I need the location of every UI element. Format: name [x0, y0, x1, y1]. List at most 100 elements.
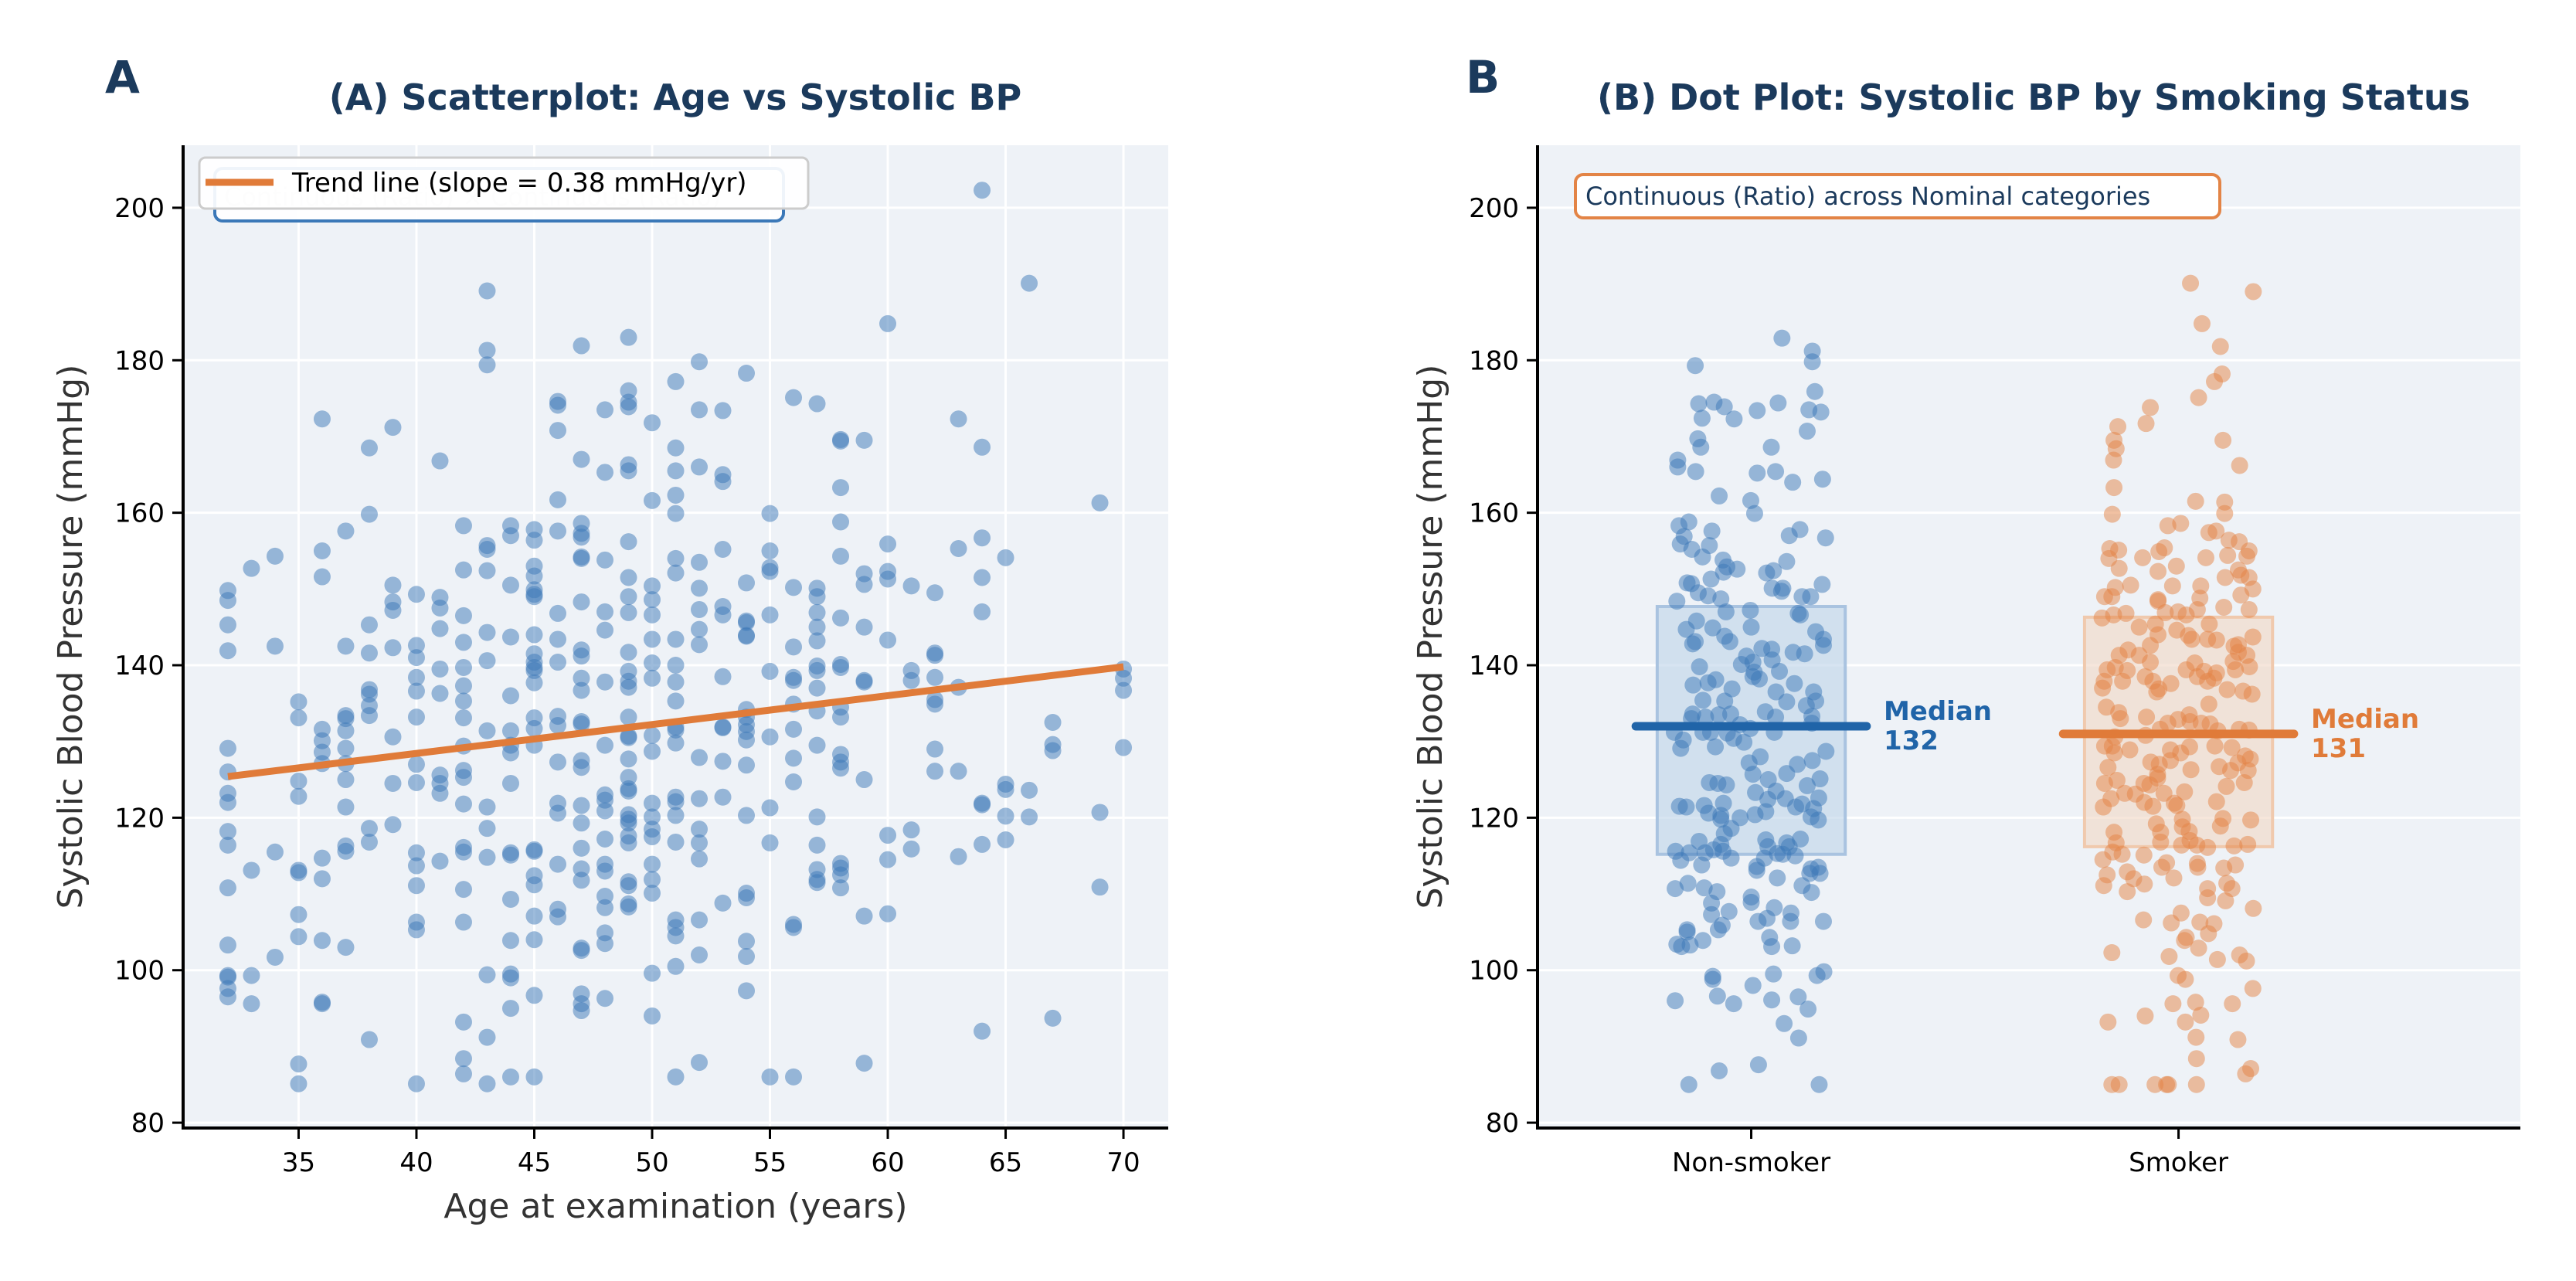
data-point [1677, 798, 1695, 816]
data-point [1742, 618, 1760, 636]
data-point [1813, 576, 1831, 593]
data-point [2223, 739, 2241, 756]
data-point [596, 401, 613, 419]
data-point [714, 473, 732, 491]
data-point [478, 1075, 496, 1092]
data-point [667, 721, 685, 739]
data-point [2142, 637, 2160, 654]
y-tick-label: 120 [114, 803, 165, 834]
data-point [974, 529, 991, 547]
data-point [478, 1028, 496, 1046]
data-point [879, 905, 897, 923]
data-point [714, 788, 732, 806]
data-point [667, 505, 685, 522]
data-point [1704, 970, 1721, 988]
data-point [596, 830, 613, 848]
data-point [643, 871, 661, 889]
data-point [454, 634, 472, 651]
data-point [501, 744, 519, 762]
data-point [950, 410, 967, 428]
data-point [384, 601, 402, 619]
data-point [2199, 889, 2217, 906]
data-point [2142, 654, 2160, 671]
data-point [337, 710, 355, 728]
data-point [2112, 710, 2129, 728]
data-point [2242, 811, 2260, 829]
data-point [2105, 451, 2122, 469]
data-point [643, 491, 661, 509]
data-point [573, 942, 590, 960]
x-tick-label: 70 [1106, 1147, 1140, 1178]
data-point [2244, 628, 2262, 646]
data-point [596, 621, 613, 639]
data-point [360, 644, 378, 662]
data-point [549, 855, 566, 873]
data-point [855, 907, 873, 925]
data-point [832, 759, 850, 777]
data-point [643, 591, 661, 609]
data-point [1679, 875, 1697, 892]
data-point [1692, 438, 1710, 456]
data-point [2163, 577, 2181, 595]
data-point [808, 736, 826, 754]
data-point [2199, 838, 2217, 856]
data-point [243, 861, 260, 879]
data-point [573, 669, 590, 687]
data-point [643, 669, 661, 687]
data-point [219, 988, 236, 1006]
data-point [2113, 845, 2131, 863]
data-point [1711, 487, 1728, 505]
data-point [2110, 1075, 2128, 1093]
data-point [691, 579, 709, 597]
data-point [454, 517, 472, 535]
data-point [643, 606, 661, 624]
x-tick-label: 55 [753, 1147, 787, 1178]
data-point [596, 899, 613, 916]
data-point [761, 834, 779, 851]
data-point [1687, 463, 1704, 481]
data-point [1716, 692, 1734, 710]
data-point [219, 592, 236, 610]
data-point [1672, 851, 1690, 869]
data-point [667, 957, 685, 975]
data-point [596, 736, 613, 754]
data-point [2200, 615, 2218, 633]
data-point [2149, 562, 2167, 580]
data-point [667, 734, 685, 752]
data-point [785, 579, 803, 596]
y-tick-label: 160 [114, 498, 165, 529]
data-point [1744, 766, 1762, 783]
data-point [691, 620, 709, 638]
data-point [2238, 547, 2256, 565]
data-point [1703, 522, 1721, 540]
data-point [855, 618, 873, 636]
data-point [313, 870, 331, 888]
y-tick-label: 80 [131, 1108, 165, 1139]
data-point [337, 798, 355, 816]
data-point [691, 458, 709, 476]
data-point [1762, 438, 1780, 456]
data-point [620, 708, 637, 726]
data-point [2114, 672, 2132, 690]
data-point [2217, 892, 2234, 909]
data-point [360, 439, 378, 457]
data-point [2188, 600, 2206, 618]
data-point [219, 823, 236, 841]
y-tick-label: 140 [114, 651, 165, 681]
data-point [549, 753, 566, 771]
data-point [691, 600, 709, 618]
data-point [2159, 517, 2177, 535]
data-point [667, 486, 685, 504]
data-point [1763, 991, 1781, 1009]
data-point [431, 852, 449, 870]
data-point [1767, 463, 1785, 481]
data-point [691, 911, 709, 929]
data-point [1778, 765, 1796, 783]
data-point [1749, 912, 1767, 930]
data-point [1691, 657, 1708, 675]
data-point [738, 731, 756, 749]
data-point [1044, 1009, 1062, 1027]
data-point [2099, 1013, 2117, 1031]
data-point [832, 479, 850, 497]
data-point [2206, 372, 2224, 390]
